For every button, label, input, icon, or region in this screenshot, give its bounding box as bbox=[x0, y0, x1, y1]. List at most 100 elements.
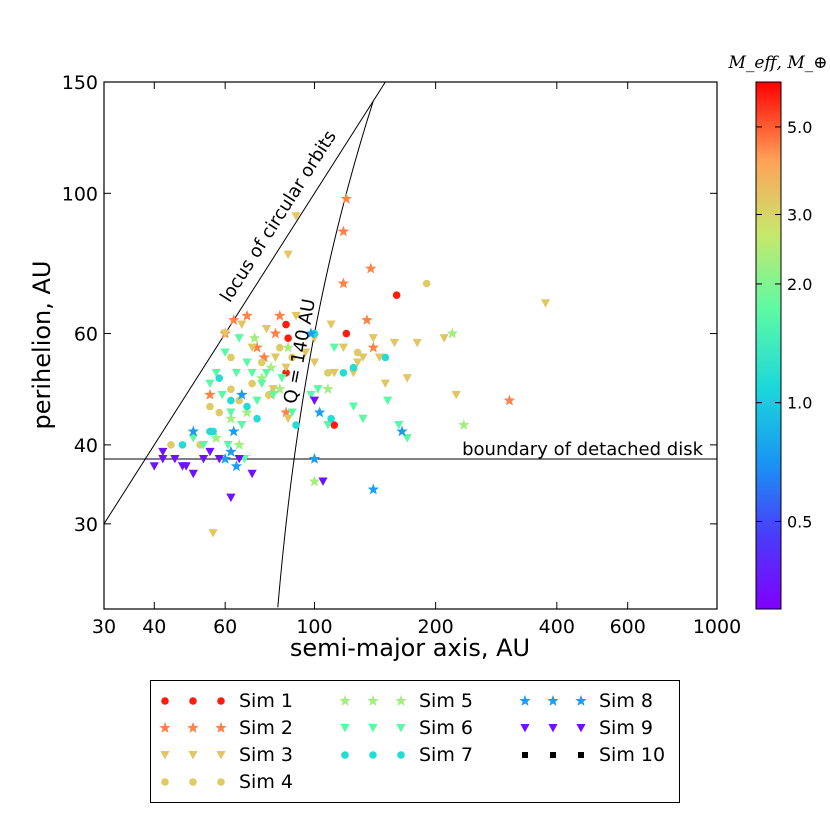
sim-7-point bbox=[178, 441, 187, 449]
legend-marker bbox=[396, 724, 406, 733]
legend-marker bbox=[159, 722, 171, 733]
x-tick-label: 30 bbox=[92, 616, 116, 638]
sim-9-point bbox=[181, 462, 191, 471]
plot-frame bbox=[103, 81, 718, 610]
colorbar-title: M_eff, M_⊕ bbox=[728, 53, 828, 73]
sim-9-point bbox=[158, 454, 168, 464]
legend-marker-sim-5 bbox=[339, 695, 407, 706]
sim-6-point bbox=[257, 379, 267, 389]
legend-marker bbox=[550, 752, 556, 758]
legend-label: Sim 10 bbox=[599, 744, 666, 766]
sim-8-point bbox=[308, 452, 321, 464]
sim-7-point bbox=[349, 363, 358, 372]
sim-3-point bbox=[326, 320, 336, 329]
sim-3-point bbox=[309, 358, 320, 367]
circular-orbit-line bbox=[104, 82, 386, 525]
sim-5-point bbox=[233, 438, 245, 450]
legend: Sim 1 Sim 2 Sim 3 Sim 4 Sim 5 Sim 6 Sim 7 Sim 8… bbox=[150, 680, 680, 803]
sim-6-point bbox=[287, 408, 297, 417]
sim-5-point bbox=[322, 383, 334, 395]
sim-7-point bbox=[253, 414, 261, 423]
legend-marker bbox=[161, 778, 169, 786]
sim-1-point bbox=[342, 329, 351, 338]
sim-1-point bbox=[330, 421, 339, 429]
colorbar bbox=[755, 81, 782, 610]
sim-6-point bbox=[223, 440, 233, 450]
sim-3-point bbox=[208, 529, 218, 538]
x-tick-label: 600 bbox=[610, 616, 646, 638]
legend-marker bbox=[189, 778, 197, 786]
legend-marker bbox=[341, 751, 349, 759]
legend-marker-sim-2 bbox=[159, 722, 227, 733]
sim-8-point bbox=[396, 425, 408, 437]
sim-4-point bbox=[167, 441, 175, 449]
sim-2-point bbox=[274, 309, 286, 321]
sim-6-point bbox=[247, 368, 257, 378]
legend-marker bbox=[369, 751, 377, 759]
sim-4-point bbox=[227, 353, 235, 362]
legend-marker-sim-7 bbox=[341, 751, 405, 759]
sim-3-point bbox=[291, 212, 301, 221]
sim-8-point bbox=[219, 452, 231, 464]
sim-3-point bbox=[270, 353, 281, 362]
sim-6-point bbox=[383, 396, 393, 405]
legend-marker-sim-10 bbox=[522, 752, 584, 758]
sim-9-point bbox=[214, 454, 224, 464]
chart-canvas: 30 40 60 100 200 400 600 1000 30 40 60 100 150 locus… bbox=[28, 53, 828, 662]
sim-6-point bbox=[261, 368, 272, 378]
legend-entry-sim-8: Sim 8 bbox=[515, 688, 653, 714]
sim-3-point bbox=[402, 374, 412, 383]
sim-9-point bbox=[318, 477, 328, 486]
legend-marker bbox=[548, 724, 558, 733]
y-tick-label: 40 bbox=[74, 435, 98, 457]
sim-6-point bbox=[234, 334, 244, 343]
sim-5-point bbox=[274, 383, 286, 395]
colorbar-tick-label: 3.0 bbox=[787, 205, 812, 224]
sim-4-point bbox=[235, 396, 243, 405]
legend-marker bbox=[547, 695, 559, 706]
sim-2-point bbox=[367, 341, 379, 353]
scatter-points bbox=[149, 192, 551, 538]
legend-marker bbox=[340, 724, 350, 733]
legend-marker-sim-4 bbox=[161, 778, 225, 786]
sim-3-point bbox=[412, 338, 422, 348]
sim-5-point bbox=[308, 475, 321, 487]
legend-marker bbox=[367, 695, 379, 706]
sim-5-point bbox=[210, 432, 222, 443]
sim-6-point bbox=[205, 379, 215, 389]
sim-6-point bbox=[211, 368, 221, 378]
sim-5-point bbox=[446, 327, 459, 339]
legend-marker bbox=[161, 697, 169, 705]
sim-3-point bbox=[368, 334, 378, 343]
sim-6-point bbox=[226, 408, 236, 417]
sim-3-point bbox=[291, 311, 301, 321]
sim-6-point bbox=[252, 396, 262, 405]
sim-7-point bbox=[327, 414, 335, 423]
sim-4-point bbox=[215, 408, 224, 417]
sim-3-point bbox=[353, 358, 363, 367]
sim-2-point bbox=[251, 341, 263, 353]
sim-5-point bbox=[458, 419, 470, 430]
legend-label: Sim 6 bbox=[419, 717, 473, 739]
sim-7-point bbox=[292, 421, 300, 429]
legend-entry-sim-4: Sim 4 bbox=[155, 769, 293, 795]
colorbar-tick-label: 1.0 bbox=[787, 394, 812, 413]
legend-marker bbox=[187, 722, 199, 733]
sim-6-point bbox=[394, 421, 404, 430]
sim-3-point bbox=[348, 368, 359, 378]
sim-5-point bbox=[241, 406, 253, 418]
legend-label: Sim 1 bbox=[239, 690, 293, 712]
sim-3-point bbox=[283, 414, 293, 424]
sim-6-point bbox=[268, 390, 278, 400]
sim-6-point bbox=[358, 414, 368, 424]
circular-orbits-label: locus of circular orbits bbox=[216, 127, 341, 306]
sim-6-point bbox=[306, 390, 316, 400]
sim-4-point bbox=[248, 379, 256, 388]
legend-entry-sim-3: Sim 3 bbox=[155, 742, 293, 768]
sim-3-point bbox=[451, 390, 461, 400]
sim-2-point bbox=[337, 277, 350, 289]
legend-marker bbox=[217, 697, 225, 705]
legend-entry-sim-6: Sim 6 bbox=[335, 715, 473, 741]
sim-7-point bbox=[339, 369, 348, 377]
sim-4-point bbox=[227, 385, 235, 393]
